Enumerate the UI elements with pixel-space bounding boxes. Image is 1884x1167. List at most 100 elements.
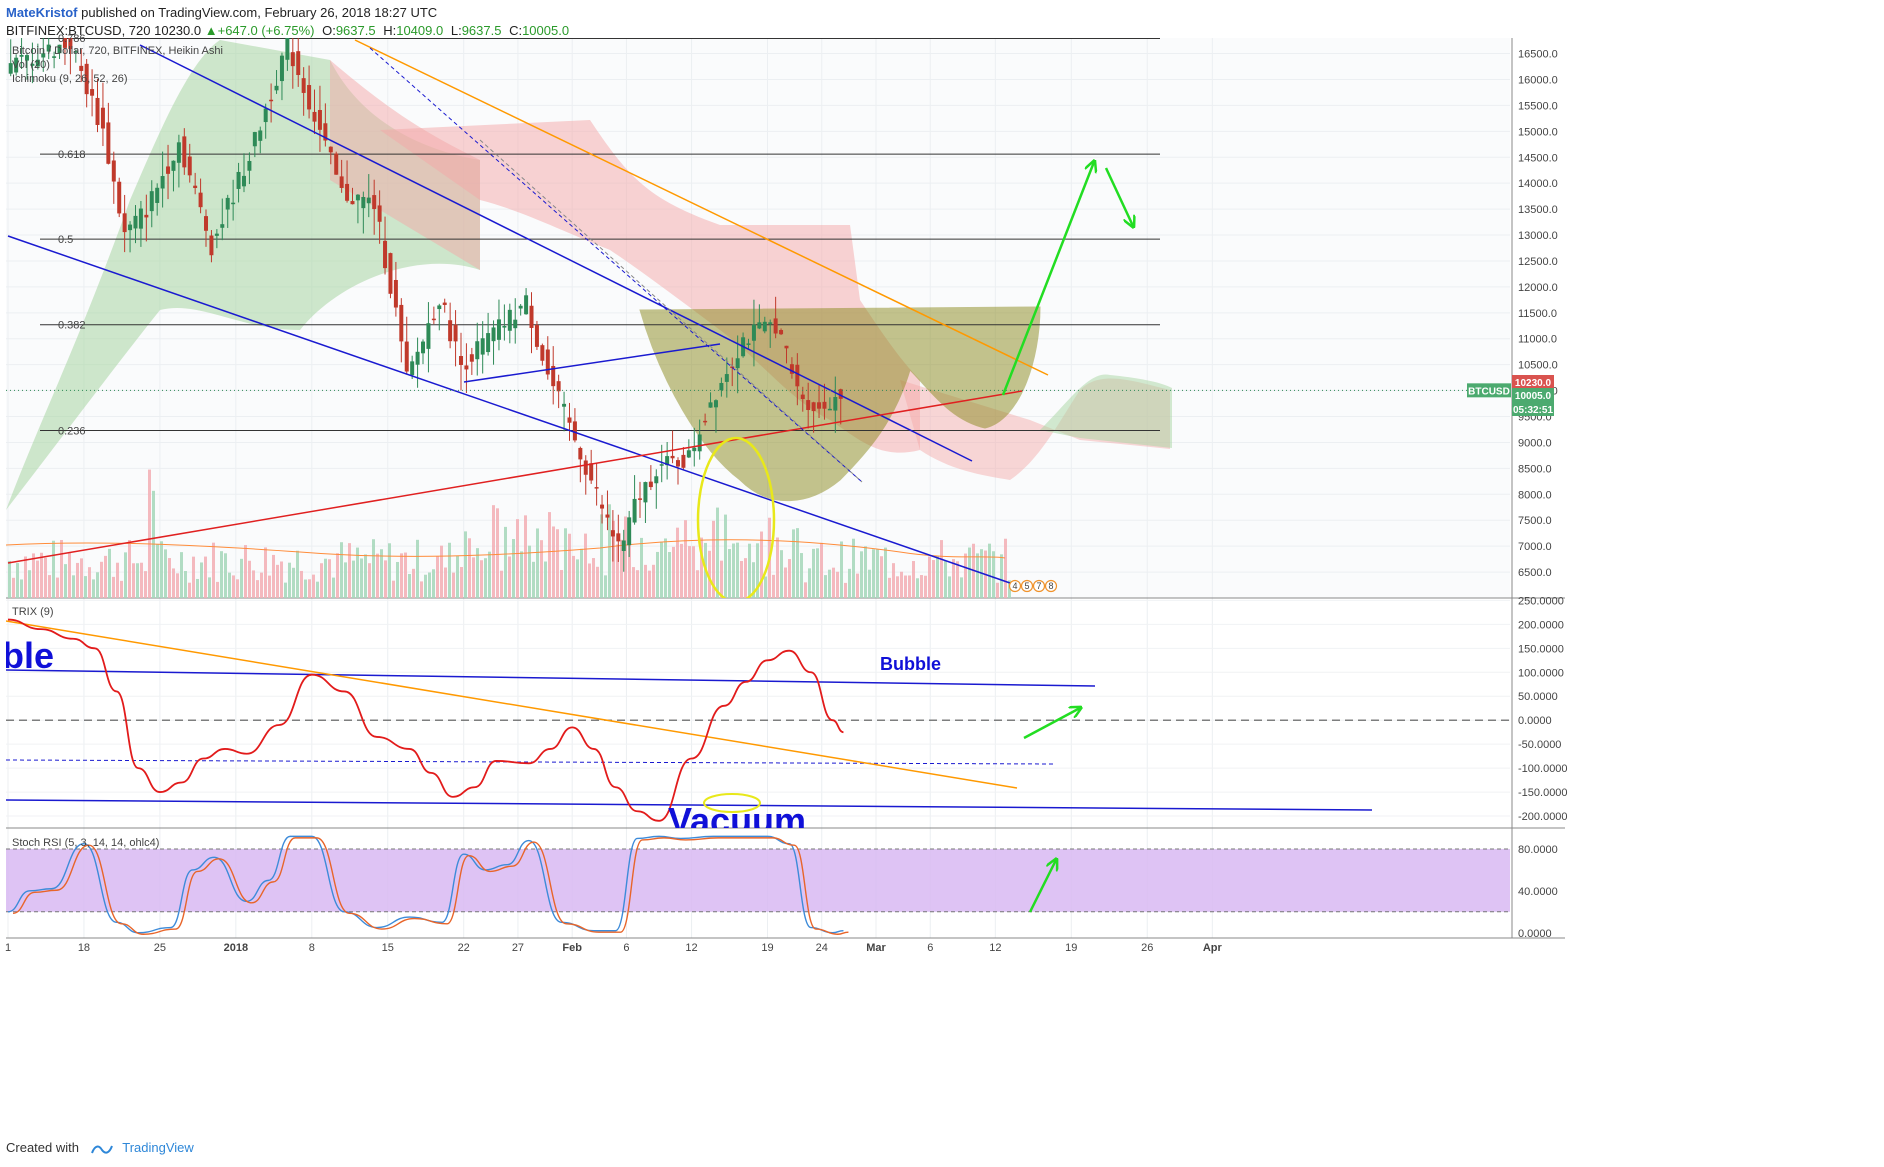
volume-bar: [56, 577, 59, 598]
volume-bar: [472, 557, 475, 598]
volume-bar: [820, 542, 823, 598]
candle-body: [252, 132, 257, 147]
candle-body: [274, 85, 279, 91]
time-axis-label: 26: [1141, 942, 1153, 954]
volume-indicator-label: Vol (20): [12, 59, 50, 71]
volume-bar: [384, 560, 387, 598]
price-plot: [6, 38, 1510, 598]
volume-bar: [544, 561, 547, 598]
volume-bar: [956, 561, 959, 598]
volume-bar: [464, 531, 467, 598]
volume-bar: [476, 548, 479, 598]
trix-axis-label: 250.0000: [1518, 595, 1564, 607]
volume-bar: [24, 556, 27, 598]
time-axis-label: 2018: [224, 942, 248, 954]
price-axis-label: 6500.0: [1518, 567, 1552, 579]
volume-bar: [440, 545, 443, 598]
candle-body: [730, 366, 735, 369]
candle-body: [768, 322, 773, 324]
volume-bar: [764, 576, 767, 598]
candle-body: [491, 327, 496, 342]
tradingview-link[interactable]: TradingView: [122, 1140, 194, 1155]
trix-axis-label: 0.0000: [1518, 715, 1552, 727]
candle-body: [247, 160, 252, 171]
volume-bar: [748, 543, 751, 598]
price-axis-label: 13000.0: [1518, 230, 1558, 242]
candle-body: [811, 402, 816, 412]
trix-orange-line: [6, 620, 1018, 789]
volume-bar: [176, 573, 179, 598]
volume-bar: [200, 562, 203, 598]
volume-bar: [1008, 580, 1011, 598]
volume-bar: [212, 542, 215, 598]
volume-bar: [16, 563, 19, 598]
publish-line: MateKristof published on TradingView.com…: [6, 5, 437, 20]
event-marker: [1032, 579, 1046, 593]
candle-body: [524, 295, 529, 315]
volume-bar: [88, 567, 91, 598]
candle-body: [589, 463, 594, 481]
fib-level-label: 0.382: [58, 320, 86, 332]
price-axis-label: 8000.0: [1518, 489, 1552, 501]
stoch-band: [6, 848, 1510, 912]
volume-bar: [604, 575, 607, 598]
volume-bar: [380, 549, 383, 598]
time-axis-label: 12: [989, 942, 1001, 954]
candle-body: [209, 235, 214, 256]
author-link[interactable]: MateKristof: [6, 5, 78, 20]
price-axis-label: 7000.0: [1518, 541, 1552, 553]
close-label: C:: [509, 23, 523, 38]
volume-bar: [720, 560, 723, 598]
candle-body: [534, 325, 539, 347]
volume-bar: [352, 560, 355, 598]
volume-bar: [660, 541, 663, 598]
candle-body: [285, 38, 290, 60]
volume-bar: [832, 567, 835, 598]
trix-axis-label: -100.0000: [1518, 763, 1568, 775]
candle-body: [24, 55, 29, 61]
volume-bar: [492, 505, 495, 598]
candle-body: [317, 110, 322, 130]
volume-bar: [184, 570, 187, 598]
candle-body: [686, 450, 691, 458]
candle-body: [133, 215, 138, 229]
volume-bar: [296, 550, 299, 598]
volume-bar: [528, 545, 531, 598]
low-value: 9637.5: [461, 23, 502, 38]
volume-bar: [620, 539, 623, 598]
low-label: L:: [450, 23, 462, 38]
volume-bar: [68, 552, 71, 598]
candle-body: [117, 181, 122, 214]
candle-body: [128, 224, 133, 231]
time-axis-label: 8: [309, 942, 315, 954]
volume-bar: [132, 563, 135, 598]
candle-body: [458, 356, 463, 365]
candle-body: [578, 447, 583, 460]
volume-bar: [180, 552, 183, 598]
volume-bar: [616, 544, 619, 598]
candle-body: [475, 341, 480, 360]
candle-body: [176, 142, 181, 163]
volume-bar: [632, 567, 635, 598]
candle-body: [355, 194, 360, 201]
candle-body: [600, 504, 605, 509]
candle-body: [567, 417, 572, 423]
volume-bar: [336, 553, 339, 598]
volume-bar: [92, 579, 95, 598]
close-value: 10005.0: [522, 23, 570, 38]
candle-body: [399, 304, 404, 342]
volume-bar: [20, 579, 23, 598]
volume-bar: [60, 539, 63, 598]
volume-bar: [312, 574, 315, 598]
price-tag-close-bg: [1512, 388, 1554, 402]
price-axis-label: 12500.0: [1518, 256, 1558, 268]
volume-bar: [652, 564, 655, 598]
channel-upper-line: [139, 44, 973, 462]
volume-bar: [836, 571, 839, 598]
volume-bar: [228, 572, 231, 598]
event-marker: [1044, 579, 1058, 593]
volume-bar: [672, 546, 675, 598]
candle-body: [665, 456, 670, 466]
candle-body: [638, 498, 643, 500]
